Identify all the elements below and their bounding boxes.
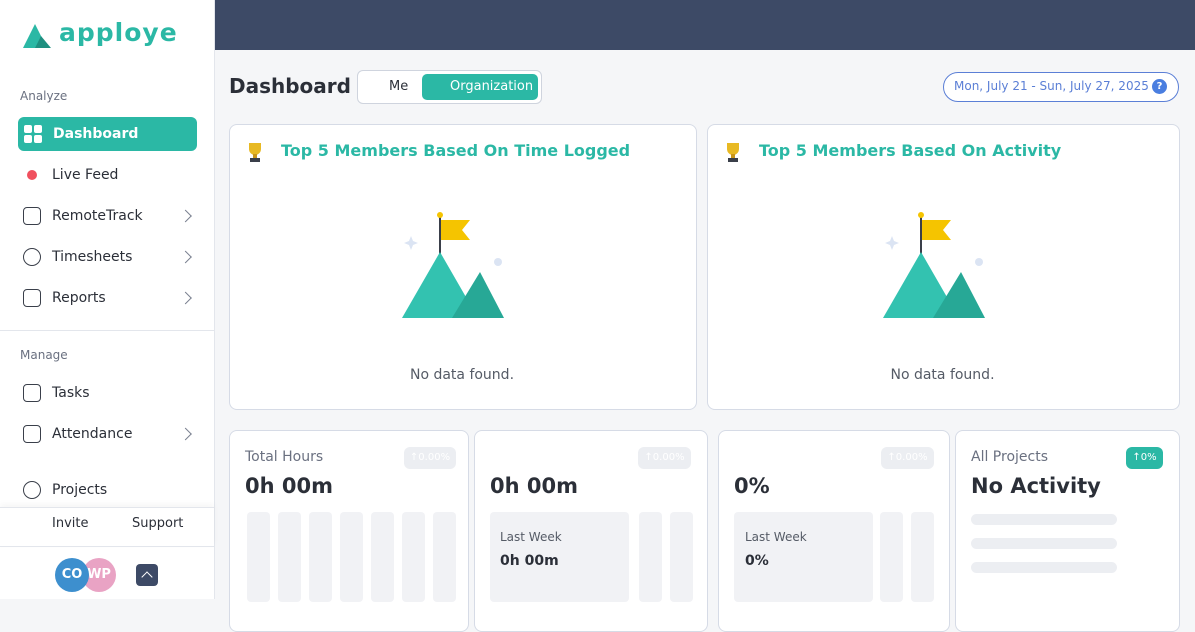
empty-illustration <box>402 212 504 318</box>
nav-icon <box>23 384 41 402</box>
arrow-icon: ↑ <box>887 452 896 463</box>
date-range[interactable]: Mon, July 21 - Sun, July 27, 2025 <box>954 79 1149 93</box>
placeholder-bar <box>371 512 394 602</box>
card-value: 0% <box>734 474 770 498</box>
brand[interactable]: apploye <box>59 18 178 47</box>
sub-value: 0% <box>745 553 769 569</box>
active-nav[interactable] <box>18 117 197 151</box>
placeholder-bar <box>402 512 425 602</box>
card-label: Total Hours <box>245 449 324 465</box>
placeholder-bar <box>911 512 934 602</box>
date-picker[interactable] <box>943 72 1179 102</box>
nav-item[interactable]: Timesheets <box>52 249 133 265</box>
nav-icon <box>23 481 41 499</box>
sidebar-footer <box>0 507 214 547</box>
logo-icon <box>23 24 51 48</box>
trophy-icon <box>727 143 739 162</box>
placeholder-line <box>971 562 1117 573</box>
page-title: Dashboard <box>229 74 351 98</box>
nav-item[interactable]: Dashboard <box>53 126 139 142</box>
nav-icon <box>23 207 41 225</box>
panel-title: Top 5 Members Based On Activity <box>759 141 1062 160</box>
placeholder-line <box>971 538 1117 549</box>
empty-illustration <box>882 212 985 318</box>
placeholder-bar <box>670 512 693 602</box>
support[interactable]: Support <box>132 516 184 531</box>
sub-value: 0h 00m <box>500 553 559 569</box>
nav-item[interactable]: RemoteTrack <box>52 208 143 224</box>
nav-item[interactable]: Tasks <box>52 385 90 401</box>
toggle-org[interactable]: Organization <box>450 79 534 94</box>
placeholder-line <box>971 514 1117 525</box>
live-dot <box>27 170 37 180</box>
placeholder-bar <box>309 512 332 602</box>
placeholder-bar <box>278 512 301 602</box>
sub-box <box>734 512 873 602</box>
divider <box>0 330 214 331</box>
card-value: 0h 00m <box>490 474 578 498</box>
nav-item[interactable]: Reports <box>52 290 106 306</box>
badge: ↑0.00% <box>638 447 691 469</box>
trophy-icon <box>249 143 261 162</box>
badge: ↑0% <box>1126 447 1163 469</box>
sub-box <box>490 512 629 602</box>
placeholder-bar <box>880 512 903 602</box>
nav-item[interactable]: Projects <box>52 482 108 498</box>
sub-label: Last Week <box>500 530 562 544</box>
section-title: Manage <box>20 348 68 362</box>
toggle-active[interactable] <box>422 74 538 100</box>
nav-item[interactable]: Live Feed <box>52 167 119 183</box>
avatar[interactable]: WP <box>82 558 116 592</box>
arrow-icon: ↑ <box>644 452 653 463</box>
empty-text: No data found. <box>890 367 995 383</box>
placeholder-bar <box>639 512 662 602</box>
sidebar <box>0 0 215 599</box>
card-value: No Activity <box>971 474 1101 498</box>
toggle-me[interactable]: Me <box>389 79 409 94</box>
placeholder-bar <box>340 512 363 602</box>
section-title: Analyze <box>20 89 68 103</box>
expand-button[interactable] <box>136 564 158 586</box>
arrow-icon: ↑ <box>1132 452 1141 463</box>
invite[interactable]: Invite <box>52 516 89 531</box>
panel-title: Top 5 Members Based On Time Logged <box>281 141 631 160</box>
placeholder-bar <box>247 512 270 602</box>
panel <box>229 124 697 410</box>
empty-text: No data found. <box>409 367 515 383</box>
top-bar <box>215 0 1195 50</box>
badge: ↑0.00% <box>881 447 934 469</box>
avatar[interactable]: CO <box>55 558 89 592</box>
dashboard-icon <box>24 125 42 143</box>
sub-label: Last Week <box>745 530 807 544</box>
nav-icon <box>23 425 41 443</box>
help[interactable]: ? <box>1152 79 1167 94</box>
nav-icon <box>23 248 41 266</box>
nav-icon <box>23 289 41 307</box>
arrow-icon: ↑ <box>409 452 419 463</box>
badge: ↑0.00% <box>404 447 456 469</box>
placeholder-bar <box>433 512 456 602</box>
panel <box>707 124 1180 410</box>
card-label: All Projects <box>971 449 1048 465</box>
card-value: 0h 00m <box>245 474 333 498</box>
nav-item[interactable]: Attendance <box>52 426 133 442</box>
